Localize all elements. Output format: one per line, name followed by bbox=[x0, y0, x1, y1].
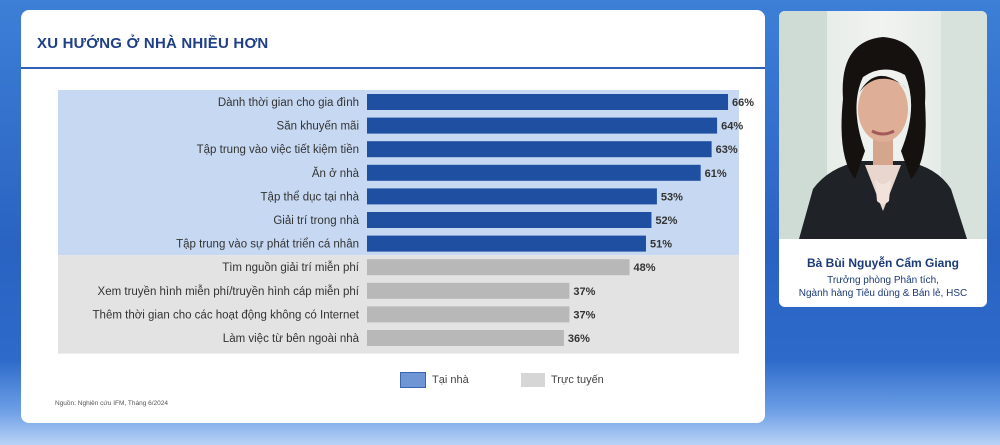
legend-item-home: Tại nhà bbox=[400, 372, 469, 388]
bar bbox=[367, 259, 630, 276]
bar bbox=[367, 235, 646, 252]
category-label: Làm việc từ bên ngoài nhà bbox=[223, 333, 360, 345]
bar bbox=[367, 282, 570, 299]
legend-swatch-online bbox=[521, 373, 545, 387]
value-label: 37% bbox=[573, 286, 595, 298]
speaker-role-line-2: Ngành hàng Tiêu dùng & Bán lẻ, HSC bbox=[798, 288, 968, 299]
legend-swatch-home bbox=[400, 372, 426, 388]
value-label: 64% bbox=[721, 121, 743, 133]
bar bbox=[367, 306, 570, 323]
bar bbox=[367, 164, 701, 181]
category-label: Tập thể dục tại nhà bbox=[261, 191, 360, 203]
value-label: 53% bbox=[661, 191, 683, 203]
legend-label-home: Tại nhà bbox=[432, 374, 469, 386]
value-label: 61% bbox=[705, 168, 727, 180]
category-label: Tìm nguồn giải trí miễn phí bbox=[222, 261, 360, 274]
bar bbox=[367, 212, 652, 228]
legend-label-online: Trực tuyến bbox=[551, 374, 604, 386]
speaker-video-photo bbox=[779, 11, 987, 239]
speaker-role: Trưởng phòng Phân tích, Ngành hàng Tiêu … bbox=[779, 274, 987, 300]
value-label: 36% bbox=[568, 333, 590, 345]
value-label: 48% bbox=[634, 262, 656, 274]
value-label: 63% bbox=[716, 144, 738, 156]
category-label: Thêm thời gian cho các hoạt động không c… bbox=[93, 309, 360, 321]
speaker-panel: Bà Bùi Nguyễn Cẩm Giang Trưởng phòng Phâ… bbox=[779, 11, 987, 307]
value-label: 37% bbox=[573, 309, 595, 321]
bar bbox=[367, 188, 657, 205]
category-label: Xem truyền hình miễn phí/truyền hình cáp… bbox=[98, 285, 360, 298]
category-label: Dành thời gian cho gia đình bbox=[218, 97, 359, 109]
source-note: Nguồn: Nghiên cứu IFM, Tháng 6/2024 bbox=[55, 400, 168, 407]
category-label: Tập trung vào việc tiết kiệm tiền bbox=[197, 144, 359, 156]
bar bbox=[367, 330, 564, 346]
bar bbox=[367, 141, 712, 158]
speaker-role-line-1: Trưởng phòng Phân tích, bbox=[827, 275, 939, 286]
category-label: Ăn ở nhà bbox=[312, 167, 360, 180]
speaker-name: Bà Bùi Nguyễn Cẩm Giang bbox=[806, 256, 960, 270]
category-label: Săn khuyến mãi bbox=[277, 121, 359, 133]
title-divider bbox=[21, 67, 765, 69]
legend-item-online: Trực tuyến bbox=[521, 373, 604, 387]
presentation-slide: XU HƯỚNG Ở NHÀ NHIỀU HƠN Dành thời gian … bbox=[21, 10, 765, 423]
category-label: Giải trí trong nhà bbox=[273, 215, 359, 227]
bar bbox=[367, 94, 729, 110]
bar bbox=[367, 117, 718, 134]
slide-title: XU HƯỚNG Ở NHÀ NHIỀU HƠN bbox=[37, 35, 269, 52]
category-label: Tập trung vào sự phát triển cá nhân bbox=[176, 239, 359, 251]
value-label: 52% bbox=[655, 215, 677, 227]
value-label: 51% bbox=[650, 239, 672, 251]
value-label: 66% bbox=[732, 97, 754, 109]
bar-chart: Dành thời gian cho gia đình 66% Săn khuyến… bbox=[58, 90, 754, 354]
